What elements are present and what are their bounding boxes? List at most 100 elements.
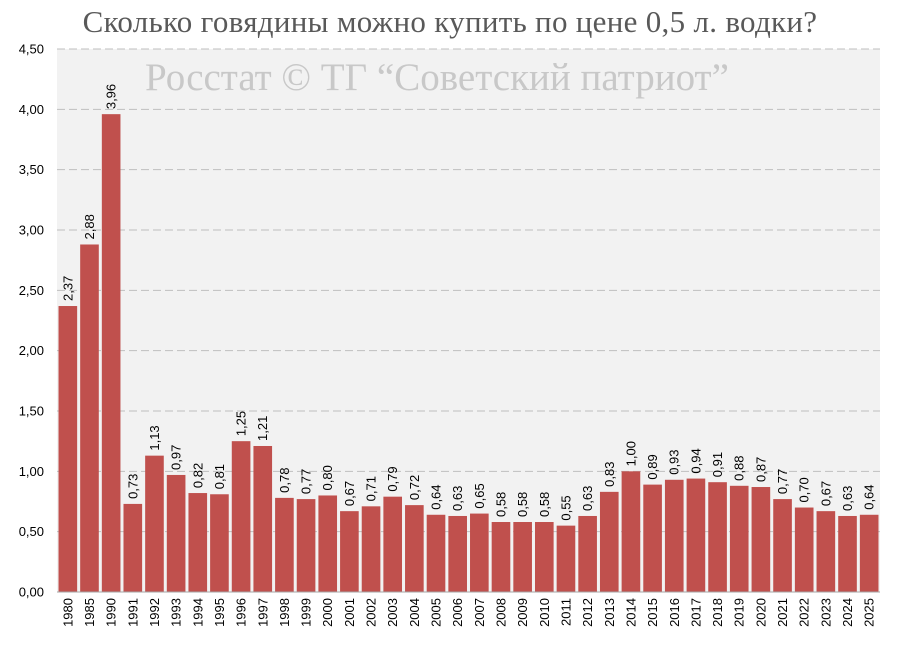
bar-2003 [383,496,403,592]
data-label: 0,80 [320,465,335,490]
bar-2015 [643,484,662,592]
x-tick-label: 2023 [818,598,833,627]
bar-2007 [470,513,489,592]
bar-2024 [838,515,857,592]
data-label: 0,64 [862,484,877,509]
data-label: 0,89 [645,454,660,479]
y-tick-label: 4,00 [19,102,44,117]
x-tick-label: 2020 [753,598,768,627]
gridlines [57,48,880,533]
data-label: 0,73 [125,474,140,499]
bar-2013 [599,491,619,592]
data-label: 0,58 [493,492,508,517]
bar-1995 [210,494,229,592]
data-label: 0,81 [212,464,227,489]
data-label: 1,25 [234,411,249,436]
data-label: 0,77 [775,469,790,494]
x-tick-label: 2022 [797,598,812,627]
y-tick-label: 2,50 [19,283,44,298]
x-tick-label: 1998 [277,598,292,627]
data-label: 0,79 [385,466,400,491]
bar-2008 [491,522,511,592]
x-tick-label: 2010 [537,598,552,627]
bar-2017 [686,478,706,592]
x-tick-label: 2001 [342,598,357,627]
data-label: 0,64 [429,484,444,509]
bar-1998 [275,497,294,592]
x-tick-label: 1996 [234,598,249,627]
bar-1994 [188,493,208,592]
data-label: 0,78 [277,468,292,493]
x-tick-label: 1995 [212,598,227,627]
bar-1997 [253,445,273,592]
bar-2022 [794,507,814,592]
data-label: 0,93 [667,449,682,474]
x-tick-label: 1985 [82,598,97,627]
x-tick-label: 1991 [125,598,140,627]
bar-2023 [816,511,836,592]
data-label: 0,63 [580,486,595,511]
bar-1991 [123,503,143,592]
data-label: 0,55 [558,495,573,520]
bar-2005 [426,514,446,592]
x-tick-label: 1994 [190,598,205,627]
x-tick-label: 1992 [147,598,162,627]
data-label: 0,63 [450,486,465,511]
x-tick-label: 2025 [862,598,877,627]
data-label: 0,72 [407,475,422,500]
bar-2001 [340,511,359,592]
bar-2011 [556,525,576,592]
x-tick-label: 1980 [60,598,75,627]
x-axis: 1980 1985 1990 1991 1992 1993 1994 1995 1996 1997… [60,598,876,627]
bar-2018 [708,482,727,592]
bar-2004 [405,505,424,592]
bar-2012 [578,515,597,592]
bar-1990 [101,114,121,592]
bars [58,114,879,593]
data-label: 0,71 [364,476,379,501]
bar-1985 [80,244,99,593]
y-tick-label: 3,50 [19,162,44,177]
data-label: 0,83 [602,462,617,487]
watermark: Росстат © ТГ “Советский патриот” [145,56,729,99]
bar-2019 [729,485,749,592]
x-tick-label: 2019 [732,598,747,627]
y-axis: 0,00 0,50 1,00 1,50 2,00 2,50 3,00 3,50 4,00 4,50 [19,42,880,600]
y-tick-label: 1,50 [19,404,44,419]
x-tick-label: 2006 [450,598,465,627]
x-tick-label: 1993 [169,598,184,627]
x-tick-label: 2002 [364,598,379,627]
bar-1993 [166,474,186,592]
data-label: 0,58 [537,492,552,517]
data-label: 0,87 [753,457,768,482]
y-tick-label: 3,00 [19,223,44,238]
x-tick-label: 2017 [688,598,703,627]
bar-2006 [448,515,467,592]
data-label: 0,88 [732,456,747,481]
x-tick-label: 1990 [104,598,119,627]
x-tick-label: 2008 [493,598,508,627]
x-tick-label: 2015 [645,598,660,627]
x-tick-label: 2012 [580,598,595,627]
y-tick-label: 1,00 [19,464,44,479]
bar-1996 [231,441,251,592]
x-tick-label: 2016 [667,598,682,627]
data-label: 2,88 [82,214,97,239]
data-label: 1,21 [255,416,270,441]
x-tick-label: 2003 [385,598,400,627]
data-label: 0,65 [472,483,487,508]
y-tick-label: 0,00 [19,585,44,600]
x-tick-label: 1999 [299,598,314,627]
bar-2000 [318,495,338,592]
bar-2009 [513,522,532,592]
data-label: 0,97 [169,445,184,470]
x-tick-label: 1997 [255,598,270,627]
x-tick-label: 2004 [407,598,422,627]
bar-2020 [751,487,771,592]
x-tick-label: 2011 [558,598,573,626]
bar-1999 [296,499,316,592]
data-label: 0,67 [342,481,357,506]
data-label: 0,77 [299,469,314,494]
x-tick-label: 2007 [472,598,487,627]
